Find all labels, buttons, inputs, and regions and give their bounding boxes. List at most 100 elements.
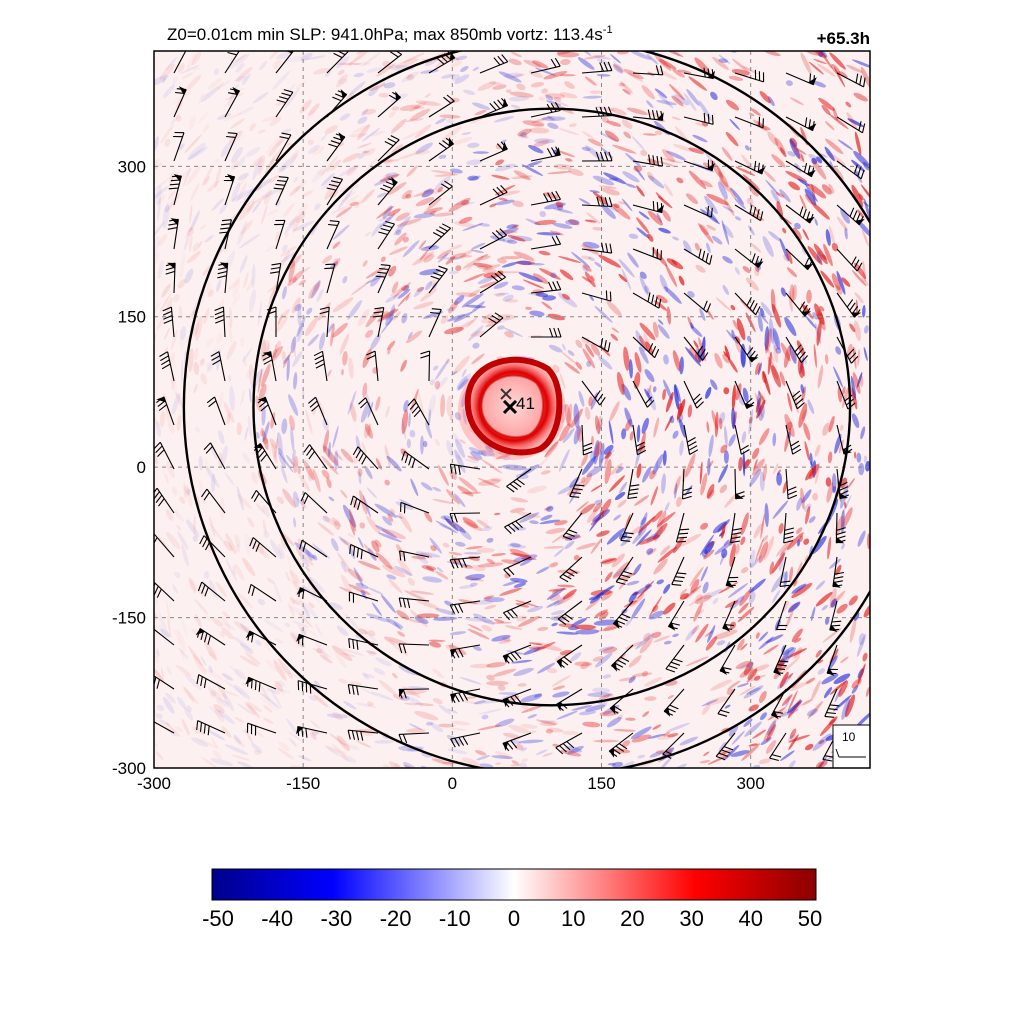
vorticity-streak [472,645,482,651]
vorticity-streak [313,680,321,690]
vorticity-streak [370,334,381,350]
vorticity-streak [727,583,749,599]
vorticity-streak [535,453,552,470]
vorticity-streak [455,319,474,332]
vorticity-streak [763,722,776,741]
vorticity-streak [384,639,396,646]
vorticity-streak [494,116,515,123]
vorticity-streak [584,271,596,288]
vorticity-streak [836,270,846,295]
vorticity-streak [458,599,478,605]
vorticity-streak [559,92,578,99]
vorticity-streak [322,446,339,466]
vorticity-streak [787,150,796,157]
vorticity-streak [724,425,728,448]
vorticity-streak [779,671,789,689]
vorticity-streak [357,116,368,124]
vorticity-streak [353,62,372,66]
vorticity-streak [360,401,371,423]
vorticity-streak [829,558,841,569]
vorticity-streak [182,687,199,705]
vorticity-streak [353,72,365,78]
vorticity-streak [840,208,850,224]
vorticity-streak [415,142,433,154]
vorticity-streak [492,668,517,677]
vorticity-streak [650,486,658,506]
vorticity-streak [319,332,326,351]
vorticity-streak [243,354,247,368]
vorticity-streak [565,158,573,162]
vorticity-streak [593,439,600,465]
vorticity-streak [278,741,290,752]
vorticity-streak [503,327,524,337]
vorticity-streak [486,674,495,681]
vorticity-streak [308,576,326,594]
vorticity-streak [651,247,668,267]
vorticity-streak [669,415,675,424]
vorticity-streak [412,251,435,266]
vorticity-streak [397,288,411,299]
vorticity-streak [556,710,578,720]
vorticity-streak [766,720,777,736]
vorticity-streak [380,594,396,614]
vorticity-streak [749,468,762,487]
vorticity-streak [471,353,485,365]
vorticity-streak [317,522,334,536]
vorticity-streak [603,444,614,455]
vorticity-streak [748,211,765,221]
vorticity-streak [533,123,545,128]
vorticity-streak [495,292,506,297]
vorticity-streak [596,73,611,77]
vorticity-streak [198,93,204,104]
vorticity-streak [485,596,492,600]
vorticity-streak [624,407,633,428]
vorticity-streak [168,189,176,200]
vorticity-streak [630,51,652,60]
vorticity-streak [191,726,206,735]
vorticity-streak [805,315,817,329]
vorticity-streak [534,693,542,698]
vorticity-streak [198,455,204,471]
vorticity-streak [588,256,595,262]
vorticity-streak [484,264,501,271]
vorticity-streak [708,434,714,458]
x-tick-label: 150 [587,774,615,793]
vorticity-streak [397,558,412,577]
vorticity-streak [466,316,478,328]
vorticity-streak [740,343,746,368]
vorticity-streak [841,277,851,287]
vorticity-streak [336,625,349,637]
vorticity-streak [846,112,858,130]
vorticity-streak [435,571,449,580]
vorticity-streak [368,651,376,657]
vorticity-streak [416,286,424,292]
vorticity-streak [274,316,289,334]
vorticity-streak [462,517,479,529]
vorticity-streak [615,466,624,474]
vorticity-streak [299,474,310,492]
vorticity-streak [446,440,454,457]
vorticity-streak [608,420,614,445]
vorticity-streak [549,230,564,236]
vorticity-streak [504,572,511,579]
vorticity-streak [305,566,310,573]
vorticity-streak [440,515,453,521]
vorticity-streak [695,594,712,605]
vorticity-streak [228,320,233,344]
vorticity-streak [806,677,816,684]
vorticity-streak [192,654,207,675]
colorbar-tick-label: 40 [739,906,763,931]
barb-feather [324,267,334,270]
vorticity-streak [865,686,870,697]
vorticity-streak [598,694,611,700]
vorticity-streak [391,144,403,153]
vorticity-streak [229,306,233,328]
vorticity-streak [860,426,866,440]
vorticity-streak [334,520,341,530]
vorticity-streak [194,599,209,614]
vorticity-streak [493,618,505,623]
vorticity-streak [362,382,368,398]
vorticity-streak [582,265,589,273]
vorticity-streak [213,68,220,76]
vorticity-streak [695,264,706,273]
